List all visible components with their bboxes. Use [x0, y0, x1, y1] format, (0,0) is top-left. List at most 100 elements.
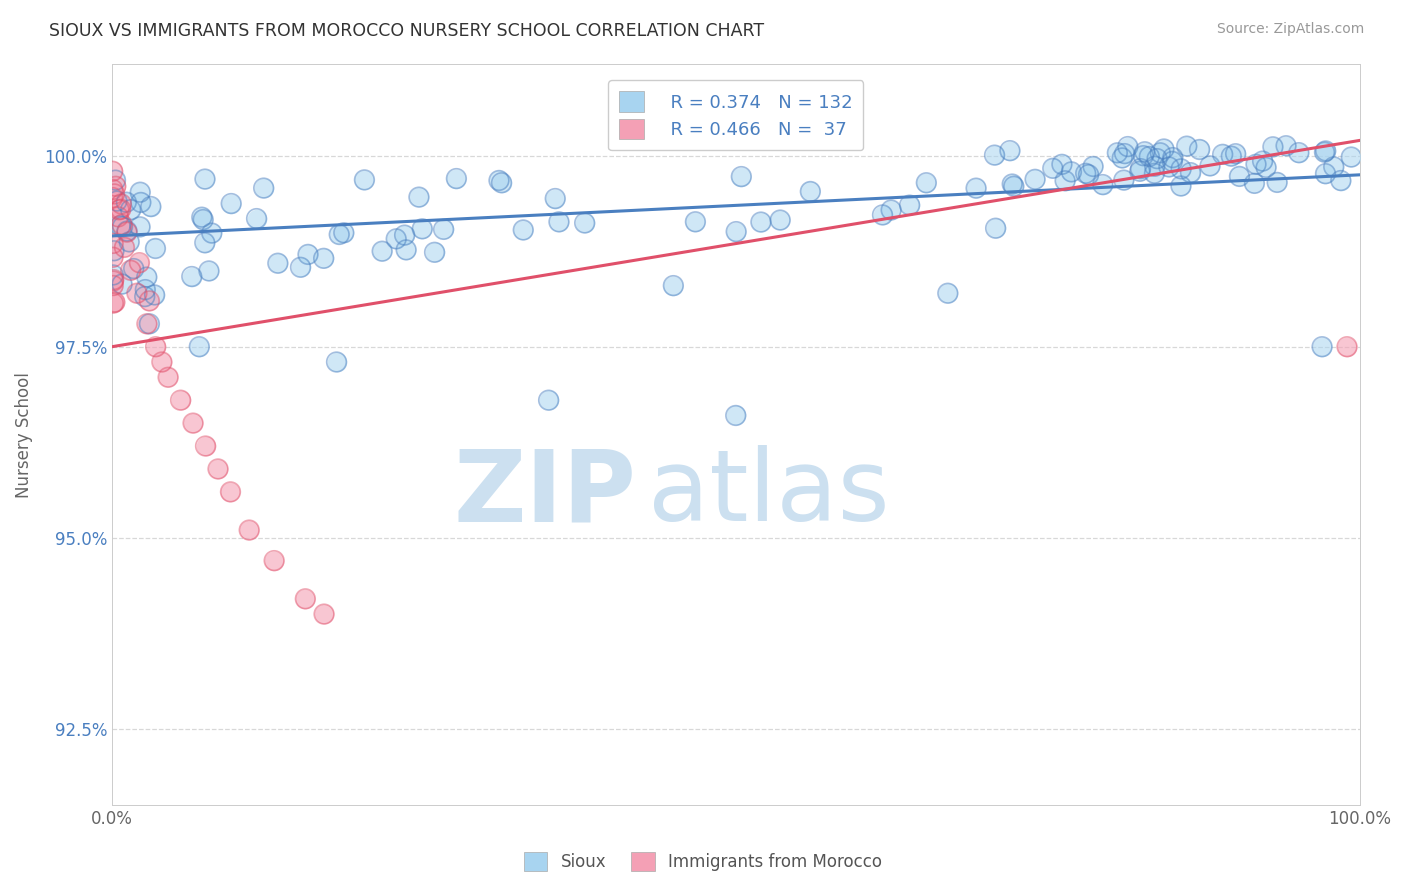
Point: [103, 274, 125, 288]
Point: [1143, 166, 1166, 180]
Point: [201, 226, 224, 240]
Point: [1111, 151, 1133, 165]
Point: [544, 192, 567, 206]
Point: [769, 213, 792, 227]
Point: [1315, 144, 1337, 158]
Point: [1112, 173, 1135, 187]
Point: [150, 355, 173, 369]
Point: [129, 185, 152, 199]
Point: [333, 226, 356, 240]
Point: [446, 171, 468, 186]
Point: [103, 272, 125, 286]
Point: [108, 202, 131, 217]
Point: [394, 228, 416, 243]
Point: [1116, 139, 1139, 153]
Point: [325, 355, 347, 369]
Point: [1129, 164, 1152, 178]
Point: [1060, 165, 1083, 179]
Point: [191, 212, 214, 227]
Point: [129, 195, 152, 210]
Point: [1220, 149, 1243, 163]
Point: [1001, 177, 1024, 191]
Point: [103, 296, 125, 310]
Point: [115, 195, 138, 210]
Point: [238, 523, 260, 537]
Point: [1129, 161, 1152, 176]
Point: [1220, 149, 1243, 163]
Point: [328, 227, 350, 242]
Point: [1107, 145, 1129, 160]
Point: [194, 172, 217, 186]
Point: [574, 216, 596, 230]
Point: [1024, 172, 1046, 186]
Point: [138, 293, 160, 308]
Point: [1199, 159, 1222, 173]
Text: ZIP: ZIP: [453, 445, 636, 542]
Point: [1042, 161, 1064, 176]
Point: [1091, 178, 1114, 192]
Point: [880, 202, 903, 217]
Point: [297, 247, 319, 261]
Point: [423, 245, 446, 260]
Point: [1229, 169, 1251, 184]
Point: [1180, 166, 1202, 180]
Point: [180, 269, 202, 284]
Point: [1146, 152, 1168, 166]
Point: [395, 243, 418, 257]
Point: [1114, 146, 1136, 161]
Point: [194, 235, 217, 250]
Point: [1288, 145, 1310, 160]
Y-axis label: Nursery School: Nursery School: [15, 372, 32, 498]
Point: [1188, 143, 1211, 157]
Point: [207, 462, 229, 476]
Point: [730, 169, 752, 184]
Point: [446, 171, 468, 186]
Point: [769, 213, 792, 227]
Point: [725, 225, 748, 239]
Point: [1212, 147, 1234, 161]
Point: [169, 393, 191, 408]
Point: [198, 264, 221, 278]
Point: [1340, 150, 1362, 164]
Point: [1188, 143, 1211, 157]
Text: atlas: atlas: [648, 445, 890, 542]
Point: [188, 340, 211, 354]
Point: [872, 208, 894, 222]
Point: [983, 148, 1005, 162]
Point: [548, 215, 571, 229]
Point: [201, 226, 224, 240]
Point: [1001, 177, 1024, 191]
Point: [181, 416, 204, 430]
Point: [1315, 167, 1337, 181]
Point: [115, 225, 138, 239]
Point: [1313, 145, 1336, 160]
Point: [134, 289, 156, 303]
Point: [294, 591, 316, 606]
Point: [1161, 151, 1184, 165]
Point: [101, 182, 124, 196]
Point: [312, 252, 335, 266]
Point: [512, 223, 534, 237]
Point: [245, 211, 267, 226]
Point: [488, 173, 510, 187]
Point: [115, 195, 138, 210]
Point: [290, 260, 312, 275]
Point: [129, 185, 152, 199]
Point: [105, 194, 128, 208]
Point: [1149, 145, 1171, 160]
Point: [157, 370, 180, 384]
Point: [110, 219, 132, 233]
Point: [104, 295, 127, 310]
Point: [1050, 157, 1073, 171]
Point: [1161, 151, 1184, 165]
Point: [411, 222, 433, 236]
Point: [1112, 173, 1135, 187]
Point: [548, 215, 571, 229]
Point: [433, 222, 456, 236]
Point: [1157, 160, 1180, 174]
Point: [110, 197, 132, 211]
Point: [104, 295, 127, 310]
Point: [1275, 138, 1298, 153]
Point: [101, 278, 124, 293]
Point: [1288, 145, 1310, 160]
